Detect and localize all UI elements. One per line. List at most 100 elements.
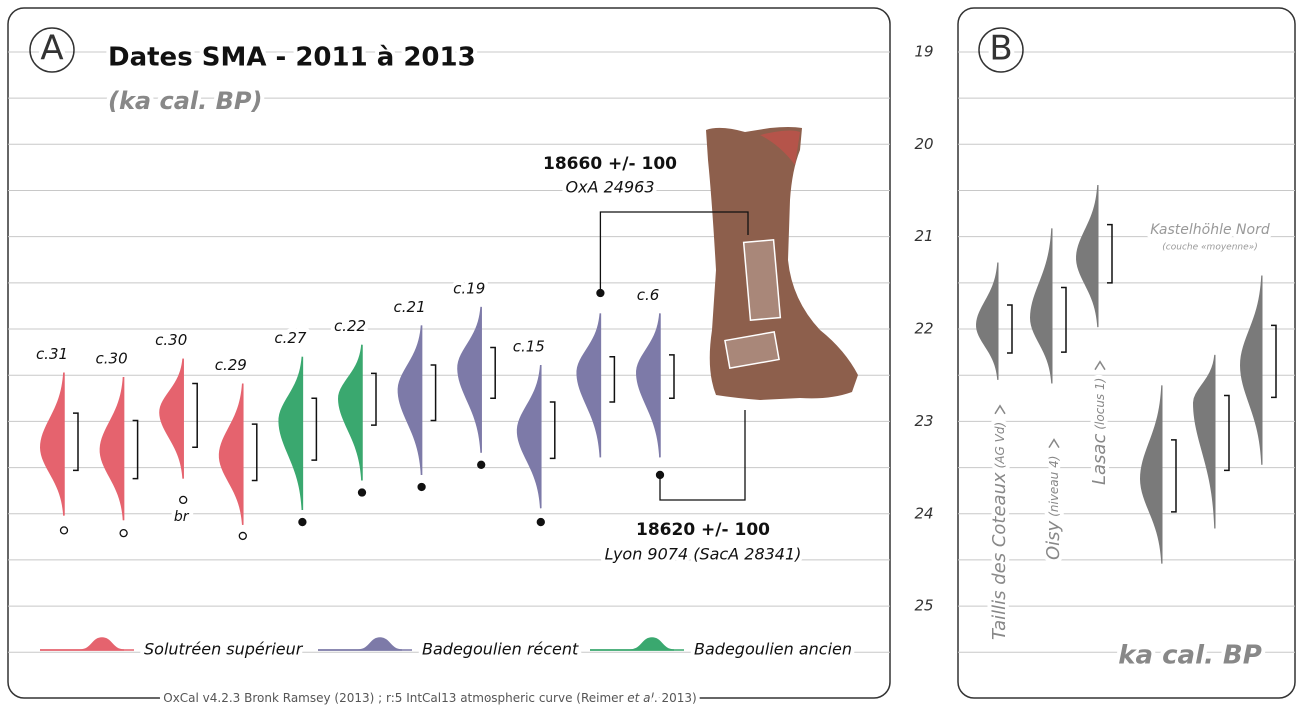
marker <box>298 517 307 527</box>
marker-label: br <box>174 509 190 525</box>
marker <box>179 495 188 505</box>
range-bracket <box>1224 394 1230 472</box>
density <box>636 313 660 458</box>
y-tick-label: 23 <box>914 412 933 430</box>
annotation: 18660 +/- 100 <box>543 154 677 174</box>
range-bracket <box>1107 223 1113 284</box>
legend-swatch <box>590 637 675 651</box>
footer-part: . 2013) <box>654 691 697 705</box>
annotation: Kastelhöhle Nord <box>1150 222 1270 238</box>
sample-label: c.19 <box>453 279 485 297</box>
sample-label: c.29 <box>215 356 247 374</box>
legend-label: Badegoulien ancien <box>694 640 852 659</box>
legend-swatch <box>318 637 403 651</box>
sample-label: c.22 <box>334 317 366 335</box>
range-bracket <box>1271 324 1277 399</box>
site-label-group: Oisy (niveau 4) <box>1039 438 1068 564</box>
range-bracket <box>669 354 675 400</box>
site-label: Taillis des Coteaux (AG Vd) <box>989 422 1010 640</box>
marker <box>477 460 486 469</box>
range-bracket <box>430 364 437 422</box>
annotation: 18620 +/- 100 <box>636 520 770 540</box>
annotation: (couche «moyenne») <box>1162 243 1257 253</box>
connector <box>599 211 749 294</box>
legend-swatch <box>40 637 125 651</box>
panel-label: B <box>989 29 1012 69</box>
y-tick-label: 24 <box>914 504 933 522</box>
panel-label-ring <box>978 27 1024 73</box>
density <box>1193 354 1215 529</box>
density <box>40 372 64 516</box>
range-bracket <box>1007 304 1013 354</box>
sample-label: c.31 <box>36 345 68 363</box>
chart-title: Dates SMA - 2011 à 2013 <box>108 43 476 73</box>
bone <box>706 127 858 400</box>
site-label: Lasac (locus 1) <box>1089 378 1110 485</box>
sample-label: c.30 <box>155 331 187 349</box>
panel-label: A <box>40 29 63 69</box>
density <box>397 325 422 475</box>
footer-part: OxCal v4.2.3 Bronk Ramsey (2013) ; r:5 I… <box>163 691 627 705</box>
range-bracket <box>192 382 198 448</box>
density <box>99 377 124 521</box>
marker <box>357 488 367 497</box>
density <box>218 383 243 525</box>
sample-label: c.27 <box>274 329 307 347</box>
density <box>1240 275 1262 465</box>
panel-a-frame <box>7 7 891 699</box>
legend-label: Solutréen supérieur <box>144 640 304 659</box>
site-arrow <box>1094 360 1106 371</box>
annotation: Lyon 9074 (SacA 28341) <box>605 545 802 564</box>
site-name: Lasac <box>1089 434 1110 485</box>
y-axis-label: ka cal. BP <box>1118 641 1262 671</box>
density <box>516 365 541 509</box>
legend-label: Badegoulien récent <box>422 640 579 659</box>
density <box>457 306 482 453</box>
sample-label: c.21 <box>394 298 426 316</box>
range-bracket <box>371 372 377 426</box>
marker <box>59 526 69 535</box>
y-tick-label: 19 <box>914 42 933 60</box>
panel-b-frame <box>957 7 1296 699</box>
panel-label-ring <box>29 27 75 73</box>
range-bracket <box>132 419 139 480</box>
site-arrow <box>1048 438 1060 448</box>
footer: OxCal v4.2.3 Bronk Ramsey (2013) ; r:5 I… <box>163 691 696 705</box>
density <box>159 358 184 479</box>
connector <box>659 410 746 501</box>
density <box>576 313 601 458</box>
sample-label: c.30 <box>96 350 128 368</box>
marker <box>417 482 426 492</box>
density <box>1140 385 1162 564</box>
range-bracket <box>609 355 616 403</box>
y-tick-label: 21 <box>914 227 933 245</box>
range-bracket <box>490 346 496 400</box>
footer-part: et al <box>627 691 654 705</box>
site-note: (niveau 4) <box>1047 456 1061 517</box>
site-label: Oisy (niveau 4) <box>1043 456 1064 560</box>
marker <box>238 531 247 541</box>
site-label-group: Taillis des Coteaux (AG Vd) <box>985 404 1014 644</box>
site-note: (locus 1) <box>1093 378 1107 430</box>
density <box>278 356 303 511</box>
range-bracket <box>311 397 318 461</box>
y-tick-label: 25 <box>914 597 933 615</box>
site-label-group: Lasac (locus 1) <box>1085 360 1114 489</box>
range-bracket <box>1061 286 1067 353</box>
annotation: OxA 24963 <box>566 178 655 197</box>
range-bracket <box>73 412 79 472</box>
range-bracket <box>251 423 258 482</box>
range-bracket <box>1171 439 1177 513</box>
marker <box>119 528 128 538</box>
sample-label: c.15 <box>513 338 545 356</box>
y-tick-label: 20 <box>914 135 933 153</box>
site-name: Taillis des Coteaux <box>989 472 1010 640</box>
sample-label: c.6 <box>637 286 660 304</box>
y-tick-label: 22 <box>914 320 933 338</box>
range-bracket <box>549 401 556 460</box>
site-note: (AG Vd) <box>993 422 1007 469</box>
site-arrow <box>994 404 1006 415</box>
density <box>1076 184 1098 328</box>
density <box>1030 228 1052 384</box>
